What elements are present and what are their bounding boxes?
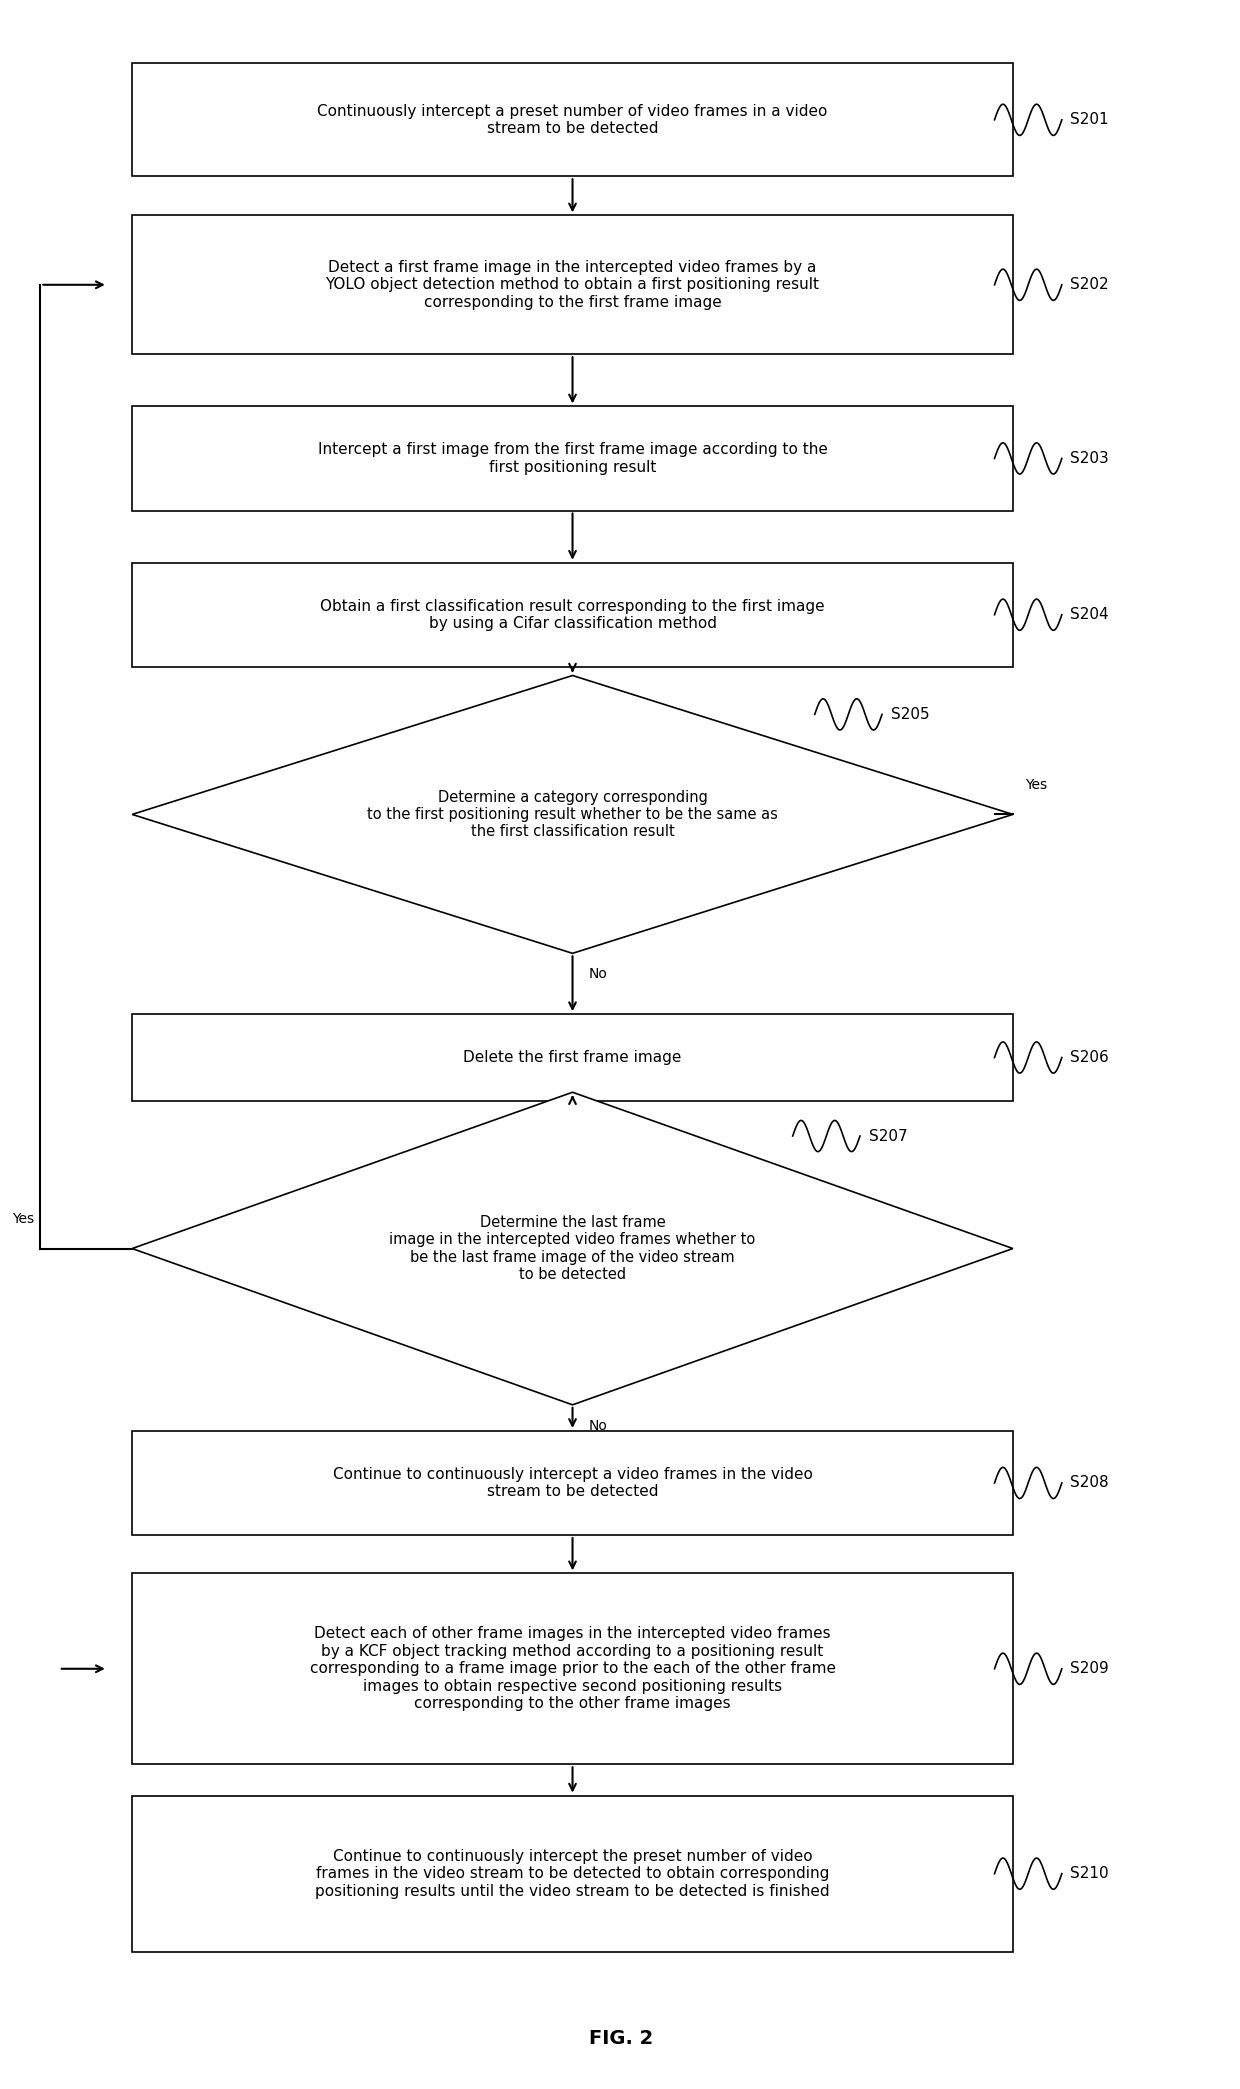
Text: S205: S205 <box>890 706 929 723</box>
Text: Detect each of other frame images in the intercepted video frames
by a KCF objec: Detect each of other frame images in the… <box>310 1627 836 1711</box>
Text: Continue to continuously intercept a video frames in the video
stream to be dete: Continue to continuously intercept a vid… <box>332 1466 812 1500</box>
Text: Determine a category corresponding
to the first positioning result whether to be: Determine a category corresponding to th… <box>367 790 777 840</box>
Text: Intercept a first image from the first frame image according to the
first positi: Intercept a first image from the first f… <box>317 443 827 474</box>
FancyBboxPatch shape <box>133 407 1013 510</box>
Text: No: No <box>589 967 608 982</box>
Text: Determine the last frame
image in the intercepted video frames whether to
be the: Determine the last frame image in the in… <box>389 1216 755 1283</box>
Polygon shape <box>133 1093 1013 1404</box>
Text: FIG. 2: FIG. 2 <box>589 2028 653 2047</box>
Text: S206: S206 <box>1070 1051 1109 1065</box>
Text: Continuously intercept a preset number of video frames in a video
stream to be d: Continuously intercept a preset number o… <box>317 104 828 136</box>
Text: S201: S201 <box>1070 113 1109 127</box>
Text: Delete the first frame image: Delete the first frame image <box>464 1051 682 1065</box>
Polygon shape <box>133 675 1013 953</box>
Text: Detect a first frame image in the intercepted video frames by a
YOLO object dete: Detect a first frame image in the interc… <box>326 259 820 309</box>
Text: Obtain a first classification result corresponding to the first image
by using a: Obtain a first classification result cor… <box>320 600 825 631</box>
FancyBboxPatch shape <box>133 1431 1013 1535</box>
Text: Continue to continuously intercept the preset number of video
frames in the vide: Continue to continuously intercept the p… <box>315 1849 830 1899</box>
FancyBboxPatch shape <box>133 1013 1013 1101</box>
FancyBboxPatch shape <box>133 215 1013 355</box>
Text: No: No <box>589 1418 608 1433</box>
Text: Yes: Yes <box>12 1212 35 1226</box>
Text: S208: S208 <box>1070 1475 1109 1489</box>
FancyBboxPatch shape <box>133 562 1013 666</box>
Text: S204: S204 <box>1070 608 1109 623</box>
Text: S207: S207 <box>868 1128 908 1143</box>
FancyBboxPatch shape <box>133 1573 1013 1765</box>
FancyBboxPatch shape <box>133 1797 1013 1951</box>
Text: Yes: Yes <box>1025 777 1048 792</box>
Text: S203: S203 <box>1070 451 1109 466</box>
Text: S210: S210 <box>1070 1865 1109 1882</box>
FancyBboxPatch shape <box>133 63 1013 175</box>
Text: S209: S209 <box>1070 1661 1109 1675</box>
Text: S202: S202 <box>1070 278 1109 292</box>
